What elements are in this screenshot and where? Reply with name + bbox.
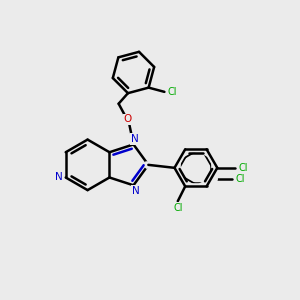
Text: Cl: Cl — [173, 203, 182, 213]
Text: N: N — [55, 172, 63, 182]
Text: Cl: Cl — [168, 87, 178, 97]
Text: Cl: Cl — [236, 173, 245, 184]
Text: N: N — [131, 134, 139, 144]
Text: Cl: Cl — [239, 163, 248, 173]
Text: O: O — [123, 115, 132, 124]
Text: N: N — [132, 186, 140, 196]
